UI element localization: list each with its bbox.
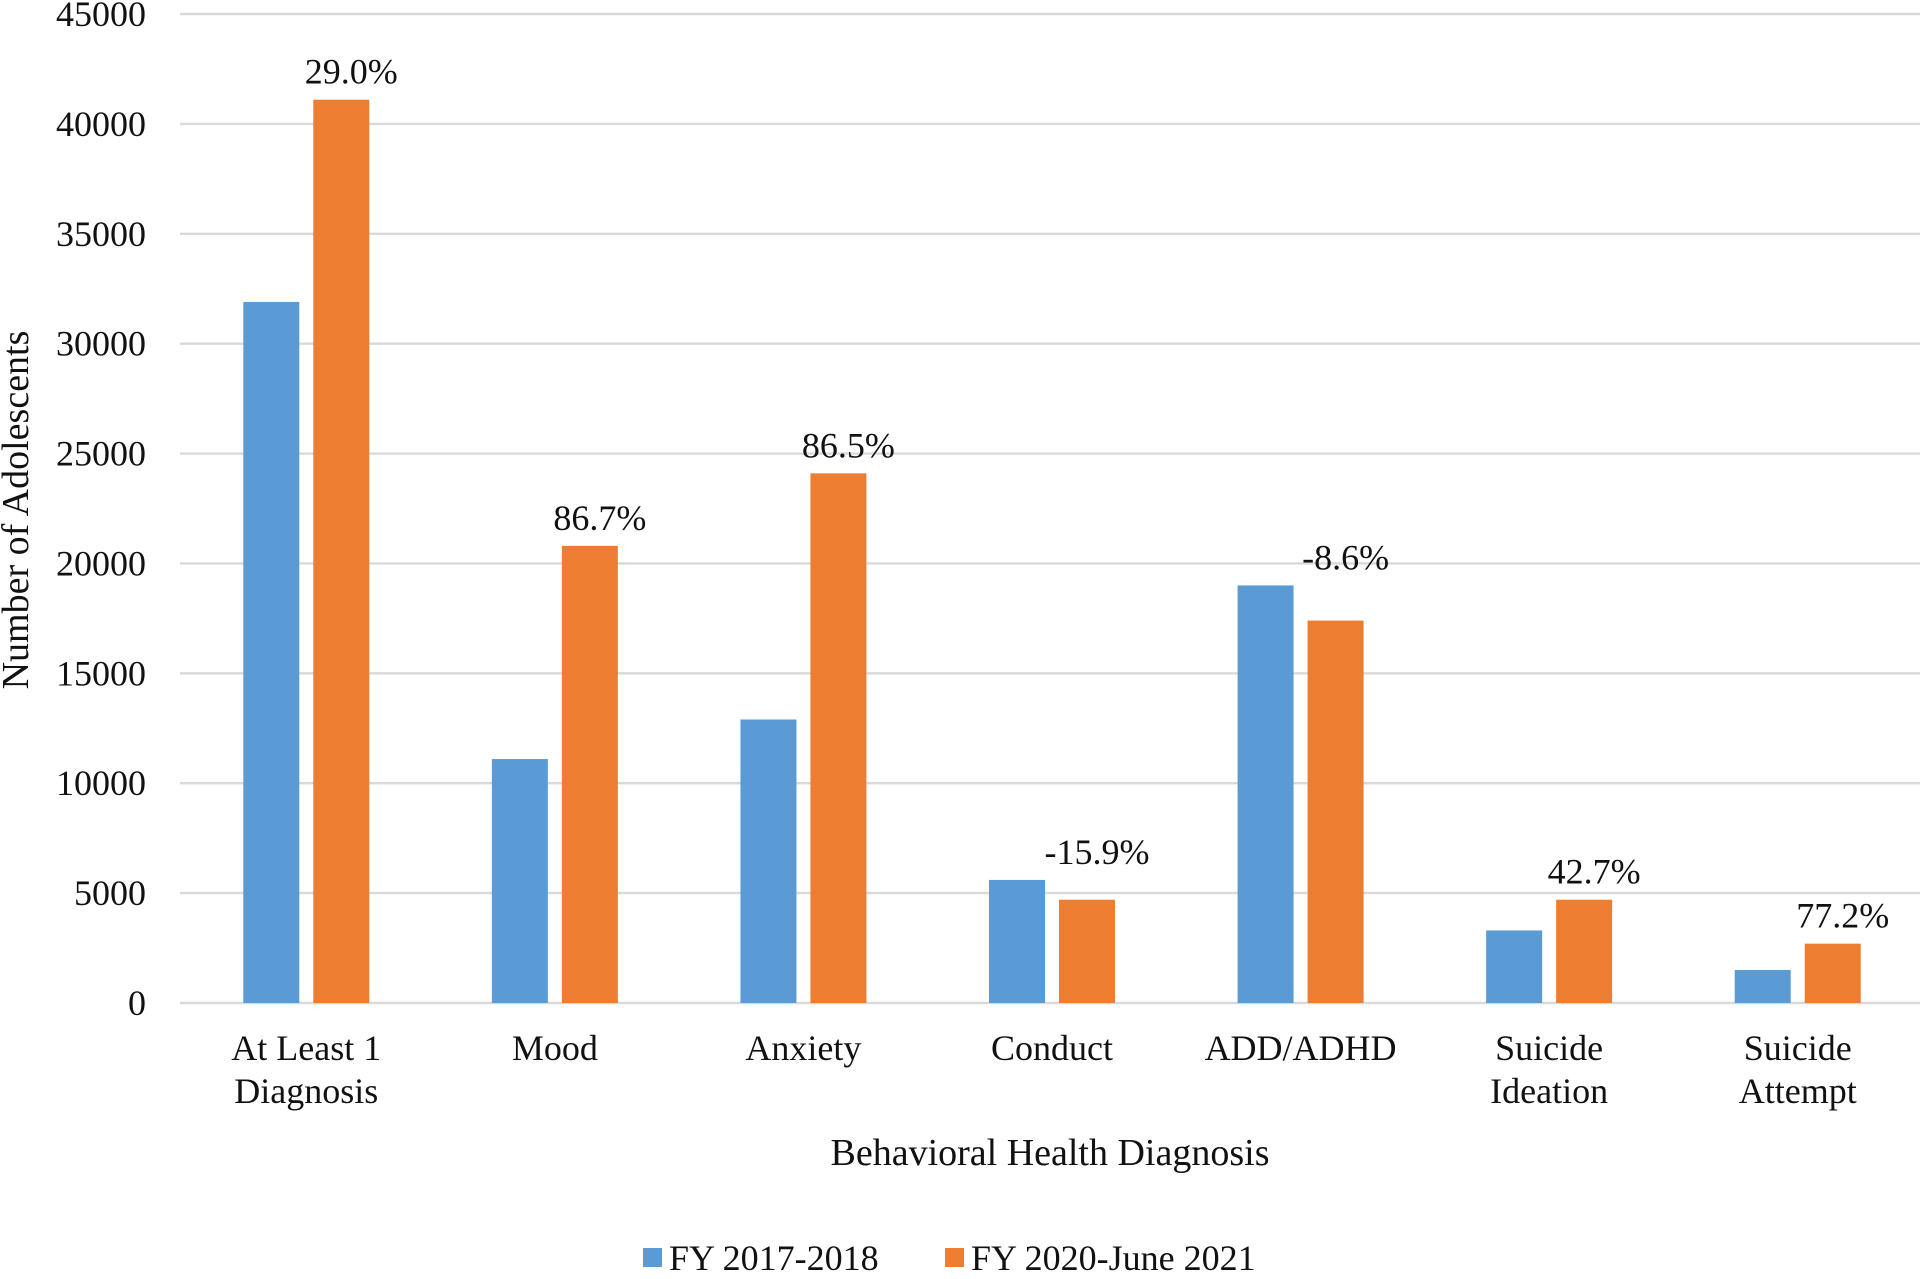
bar-fy2017-2018-4 [1237, 585, 1294, 1003]
bar-fy2020-2021-2 [810, 473, 867, 1003]
x-category-label: Conduct [991, 1028, 1113, 1068]
legend-swatch-fy2020-2021 [945, 1248, 964, 1267]
y-tick-label: 20000 [56, 543, 146, 583]
x-category-label: Attempt [1739, 1071, 1857, 1111]
percent-change-label: 86.5% [802, 425, 895, 465]
y-tick-label: 45000 [56, 0, 146, 34]
gridlines [180, 12, 1920, 1005]
y-tick-label: 30000 [56, 324, 146, 364]
bar-fy2020-2021-4 [1307, 620, 1364, 1003]
y-tick-label: 40000 [56, 104, 146, 144]
legend-swatch-fy2017-2018 [643, 1248, 662, 1267]
percent-change-label: 29.0% [305, 52, 398, 92]
bar-fy2017-2018-3 [989, 879, 1045, 1003]
bars [243, 99, 1861, 1004]
x-category-label: Diagnosis [234, 1071, 378, 1111]
legend: FY 2017-2018 FY 2020-June 2021 [643, 1238, 1256, 1278]
bar-fy2020-2021-0 [313, 99, 370, 1004]
bar-fy2020-2021-3 [1059, 899, 1115, 1003]
y-tick-label: 0 [128, 983, 146, 1023]
y-axis-ticks: 0 5000 10000 15000 20000 25000 30000 35000 40000… [56, 0, 146, 1023]
x-category-label: At Least 1 [231, 1028, 381, 1068]
bar-fy2017-2018-6 [1734, 970, 1791, 1003]
bar-fy2017-2018-5 [1486, 930, 1543, 1003]
legend-label: FY 2020-June 2021 [971, 1238, 1256, 1274]
y-tick-label: 35000 [56, 214, 146, 254]
y-axis-title: Number of Adolescents [0, 331, 37, 690]
bar-fy2017-2018-1 [491, 759, 548, 1003]
legend-label: FY 2017-2018 [669, 1238, 879, 1274]
x-category-label: Ideation [1490, 1071, 1608, 1111]
percent-change-label: 42.7% [1548, 852, 1641, 892]
bar-fy2020-2021-6 [1804, 943, 1861, 1003]
y-tick-label: 15000 [56, 653, 146, 693]
percent-change-label: -8.6% [1302, 537, 1389, 577]
y-tick-label: 5000 [74, 873, 146, 913]
x-category-label: Suicide [1744, 1028, 1852, 1068]
x-category-label: ADD/ADHD [1205, 1028, 1397, 1068]
data-labels: 29.0% 86.7% 86.5% -15.9% -8.6% 42.7% 77.2% [305, 52, 1889, 936]
y-tick-label: 25000 [56, 434, 146, 474]
bar-fy2017-2018-0 [243, 301, 300, 1003]
percent-change-label: -15.9% [1045, 832, 1150, 872]
percent-change-label: 77.2% [1796, 896, 1889, 936]
x-axis-title: Behavioral Health Diagnosis [830, 1132, 1269, 1174]
bar-fy2017-2018-2 [740, 719, 797, 1003]
percent-change-label: 86.7% [553, 498, 646, 538]
y-tick-label: 10000 [56, 763, 146, 803]
x-category-label: Anxiety [745, 1028, 861, 1068]
x-category-label: Suicide [1495, 1028, 1603, 1068]
x-category-label: Mood [512, 1028, 598, 1068]
bar-fy2020-2021-1 [561, 545, 618, 1003]
bar-fy2020-2021-5 [1556, 899, 1613, 1003]
